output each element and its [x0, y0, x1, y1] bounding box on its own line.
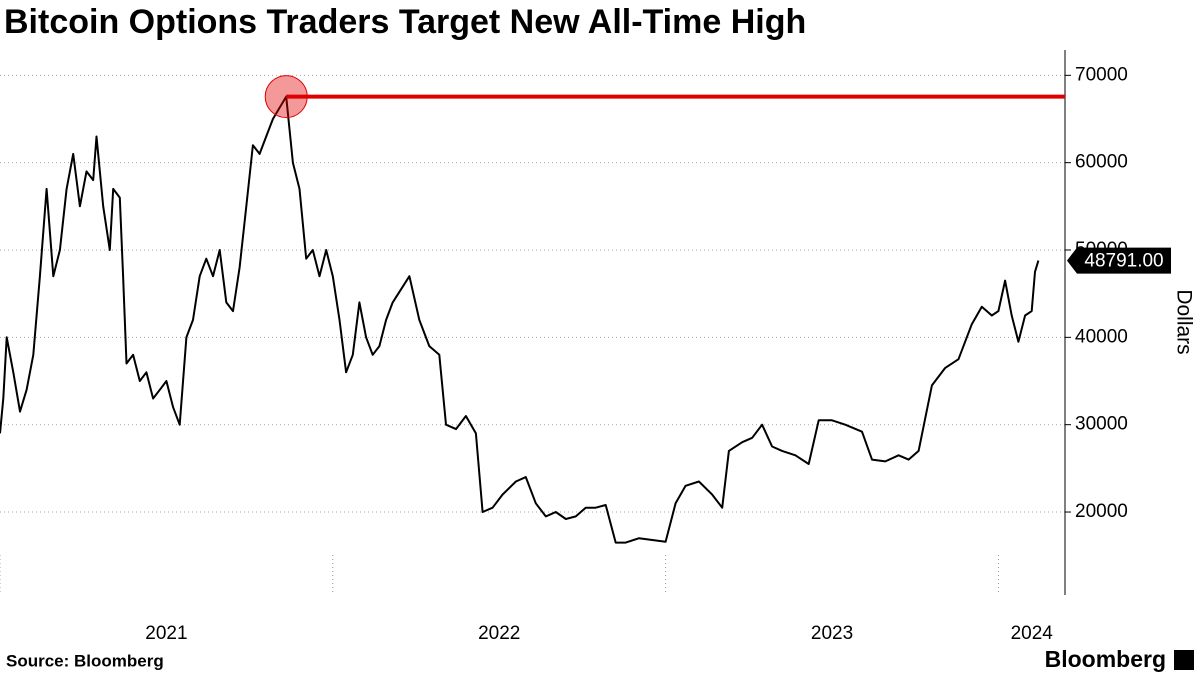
x-tick-label: 2024 [1011, 623, 1054, 644]
source: Source: Bloomberg [6, 651, 164, 670]
x-tick-label: 2021 [145, 623, 187, 644]
brand: Bloomberg [1045, 646, 1166, 672]
y-axis-label: Dollars [1172, 289, 1195, 354]
x-tick-label: 2023 [811, 623, 853, 644]
y-tick-label: 40000 [1075, 326, 1128, 347]
line [0, 95, 1040, 544]
x-tick-label: 2022 [478, 623, 520, 644]
ath-marker [264, 75, 308, 119]
y-tick-label: 70000 [1075, 64, 1128, 85]
y-tick-label: 60000 [1075, 152, 1128, 173]
last-value-label: 48791.00 [1084, 251, 1163, 272]
chart-title: Bitcoin Options Traders Target New All-T… [4, 3, 806, 41]
brand-icon [1174, 650, 1194, 670]
y-tick-label: 20000 [1075, 501, 1128, 522]
last-value-tag [1067, 247, 1171, 274]
y-tick-label: 30000 [1075, 414, 1128, 435]
